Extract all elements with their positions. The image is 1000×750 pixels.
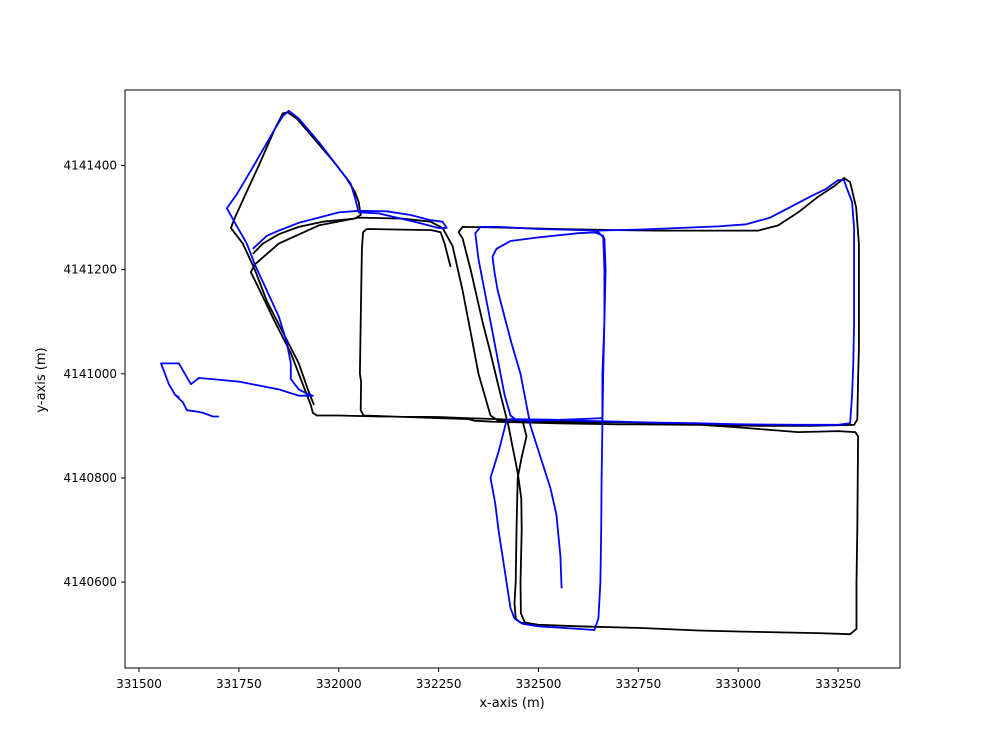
x-tick-label: 333000 (715, 677, 761, 691)
x-tick-label: 333250 (815, 677, 861, 691)
x-tick-label: 332000 (316, 677, 362, 691)
x-tick-label: 332500 (516, 677, 562, 691)
trajectory-line-3 (474, 179, 855, 631)
y-tick-label: 4140600 (64, 575, 117, 589)
trajectory-line-4 (160, 109, 448, 418)
y-tick-label: 4141400 (64, 159, 117, 173)
y-tick-label: 4140800 (64, 471, 117, 485)
y-tick-label: 4141000 (64, 367, 117, 381)
x-tick-label: 331750 (216, 677, 262, 691)
plot-frame (124, 89, 901, 669)
y-tick-label: 4141200 (64, 263, 117, 277)
x-axis: 331500 331750 332000 332250 332500 332750 3330… (116, 668, 861, 691)
trajectory-line-1 (249, 177, 860, 636)
x-axis-label: x-axis (m) (479, 696, 544, 711)
x-tick-label: 332250 (416, 677, 462, 691)
x-tick-label: 331500 (116, 677, 162, 691)
x-tick-label: 332750 (615, 677, 661, 691)
series-layer (160, 109, 860, 636)
y-axis: 4140600 4140800 4141000 4141200 4141400 (64, 159, 125, 589)
y-axis-label: y-axis (m) (34, 347, 49, 412)
